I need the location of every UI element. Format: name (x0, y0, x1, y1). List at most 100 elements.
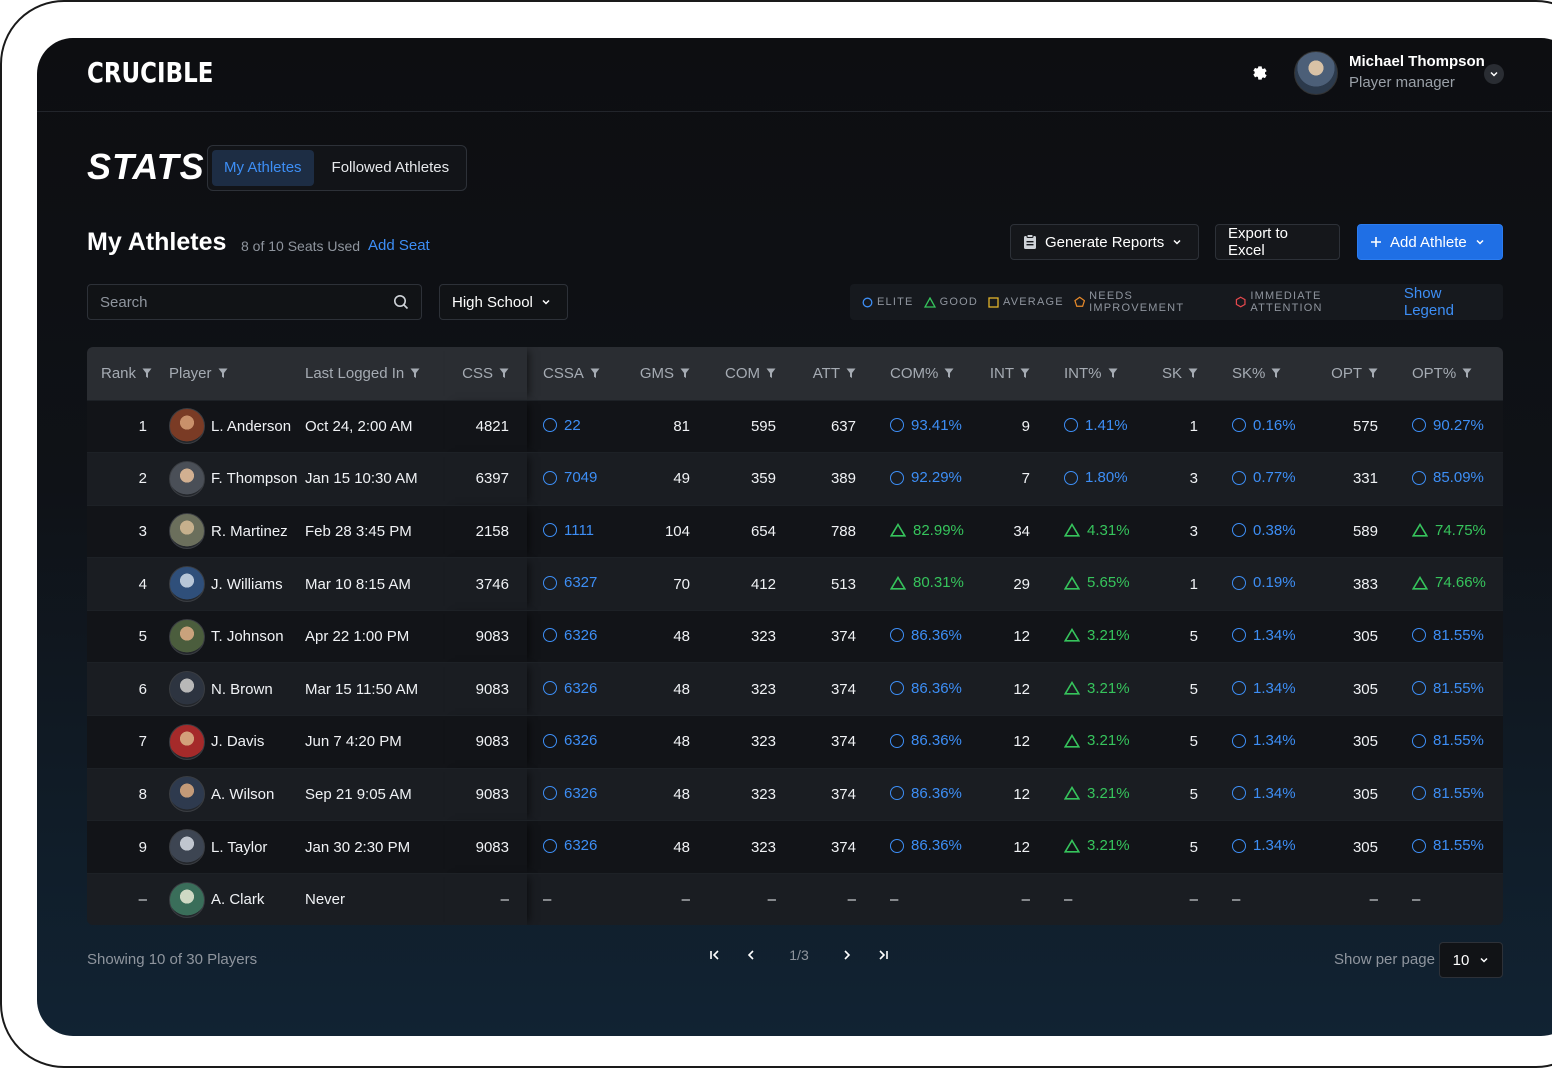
player-cell[interactable]: A. Wilson (169, 768, 305, 821)
table-row[interactable]: – A. Clark Never – – – – – – – – – – – – (87, 873, 1503, 925)
column-header[interactable]: CSSA (527, 347, 622, 400)
generate-reports-button[interactable]: Generate Reports (1010, 224, 1199, 260)
tab-my-athletes[interactable]: My Athletes (212, 150, 314, 186)
gms-value: 81 (673, 417, 690, 435)
column-header[interactable]: COM% (874, 347, 976, 400)
player-cell[interactable]: A. Clark (169, 873, 305, 925)
int-value: 12 (1013, 733, 1030, 751)
player-cell[interactable]: N. Brown (169, 663, 305, 716)
rated-metric: 0.38% (1232, 522, 1296, 539)
last-page-button[interactable] (865, 949, 901, 961)
player-cell[interactable]: L. Taylor (169, 821, 305, 874)
table-row[interactable]: 8 A. Wilson Sep 21 9:05 AM 9083 6326 48 323 374… (87, 768, 1503, 821)
per-page-select[interactable]: 10 (1439, 942, 1503, 978)
player-name: T. Johnson (211, 628, 284, 646)
filter-icon[interactable] (142, 368, 152, 379)
filter-icon[interactable] (944, 368, 954, 379)
show-legend-link[interactable]: Show Legend (1403, 285, 1454, 319)
opt-pct-cell: 74.75% (1396, 505, 1503, 558)
filter-icon[interactable] (590, 368, 600, 379)
rated-metric: 81.55% (1412, 732, 1484, 749)
column-header[interactable]: INT (976, 347, 1048, 400)
gms-value: 104 (664, 522, 690, 540)
cssa-cell: 6326 (527, 610, 622, 663)
user-avatar[interactable] (1294, 51, 1338, 95)
next-page-button[interactable] (829, 949, 865, 961)
player-cell[interactable]: J. Davis (169, 716, 305, 769)
first-page-button[interactable] (697, 949, 733, 961)
com-cell: – (708, 873, 794, 925)
int-value: 34 (1013, 522, 1030, 540)
column-header[interactable]: Player (169, 347, 305, 400)
sk-cell: 1 (1148, 400, 1216, 453)
column-header[interactable]: Rank (87, 347, 169, 400)
tab-followed-athletes[interactable]: Followed Athletes (331, 159, 450, 176)
filter-icon[interactable] (1368, 368, 1378, 379)
user-menu-button[interactable] (1484, 64, 1504, 84)
column-header[interactable]: GMS (622, 347, 708, 400)
player-cell[interactable]: L. Anderson (169, 400, 305, 453)
player-cell[interactable]: F. Thompson (169, 453, 305, 506)
filter-icon[interactable] (1188, 368, 1198, 379)
column-header[interactable]: INT% (1048, 347, 1148, 400)
column-header[interactable]: OPT% (1396, 347, 1503, 400)
filter-icon[interactable] (218, 368, 228, 379)
rated-metric: 6326 (543, 837, 597, 854)
table-row[interactable]: 9 L. Taylor Jan 30 2:30 PM 9083 6326 48 323 374… (87, 820, 1503, 874)
filter-icon[interactable] (1462, 368, 1472, 379)
gms-value: 48 (673, 785, 690, 803)
add-athlete-button[interactable]: Add Athlete (1357, 224, 1503, 260)
table-row[interactable]: 1 L. Anderson Oct 24, 2:00 AM 4821 22 81 595 63… (87, 400, 1503, 453)
player-cell[interactable]: R. Martinez (169, 505, 305, 558)
filter-icon[interactable] (766, 368, 776, 379)
prev-page-button[interactable] (733, 949, 769, 961)
rank: 1 (138, 417, 147, 435)
opt-cell: 305 (1314, 768, 1396, 821)
table-row[interactable]: 5 T. Johnson Apr 22 1:00 PM 9083 6326 48 323 37… (87, 610, 1503, 663)
table-row[interactable]: 2 F. Thompson Jan 15 10:30 AM 6397 7049 49 359… (87, 452, 1503, 506)
sk-cell: 5 (1148, 610, 1216, 663)
column-header[interactable]: ATT (794, 347, 874, 400)
level-select[interactable]: High School (439, 284, 568, 320)
filter-icon[interactable] (1271, 368, 1281, 379)
rank: 7 (138, 733, 147, 751)
filter-icon[interactable] (410, 368, 420, 379)
css-cell: 2158 (445, 505, 527, 558)
search-icon[interactable] (393, 294, 409, 310)
column-header[interactable]: SK% (1216, 347, 1314, 400)
rated-metric: 86.36% (890, 627, 962, 644)
column-header[interactable]: Last Logged In (305, 347, 445, 400)
elite-circle-icon (1064, 470, 1078, 485)
sk-pct-cell: 0.19% (1216, 558, 1314, 611)
com-value: 359 (750, 470, 776, 488)
gear-icon[interactable] (1250, 63, 1270, 83)
sk-cell: 5 (1148, 768, 1216, 821)
export-excel-button[interactable]: Export to Excel (1215, 224, 1340, 260)
filter-icon[interactable] (846, 368, 856, 379)
com-value: 412 (750, 575, 776, 593)
add-seat-link[interactable]: Add Seat (368, 237, 430, 254)
int-cell: 29 (976, 558, 1048, 611)
column-header[interactable]: CSS (445, 347, 527, 400)
rated-metric: 1.34% (1232, 785, 1296, 802)
player-cell[interactable]: T. Johnson (169, 610, 305, 663)
column-header[interactable]: OPT (1314, 347, 1396, 400)
filter-icon[interactable] (1108, 368, 1118, 379)
search-input[interactable] (100, 293, 380, 311)
app-logo[interactable]: CRUCIBLE (87, 56, 214, 89)
athlete-tabs: My Athletes Followed Athletes (207, 145, 467, 191)
filter-icon[interactable] (499, 368, 509, 379)
metric-value: 1.34% (1253, 626, 1296, 644)
column-header[interactable]: SK (1148, 347, 1216, 400)
column-header[interactable]: COM (708, 347, 794, 400)
table-row[interactable]: 3 R. Martinez Feb 28 3:45 PM 2158 1111 104 654… (87, 505, 1503, 558)
com-value: – (767, 891, 776, 909)
table-row[interactable]: 4 J. Williams Mar 10 8:15 AM 3746 6327 70 412 5… (87, 557, 1503, 611)
table-row[interactable]: 6 N. Brown Mar 15 11:50 AM 9083 6326 48 323 374… (87, 662, 1503, 716)
filter-icon[interactable] (680, 368, 690, 379)
table-row[interactable]: 7 J. Davis Jun 7 4:20 PM 9083 6326 48 323 374 86… (87, 715, 1503, 769)
filter-icon[interactable] (1020, 368, 1030, 379)
player-cell[interactable]: J. Williams (169, 558, 305, 611)
rated-metric: 5.65% (1064, 574, 1130, 591)
export-excel-label: Export to Excel (1228, 225, 1289, 259)
